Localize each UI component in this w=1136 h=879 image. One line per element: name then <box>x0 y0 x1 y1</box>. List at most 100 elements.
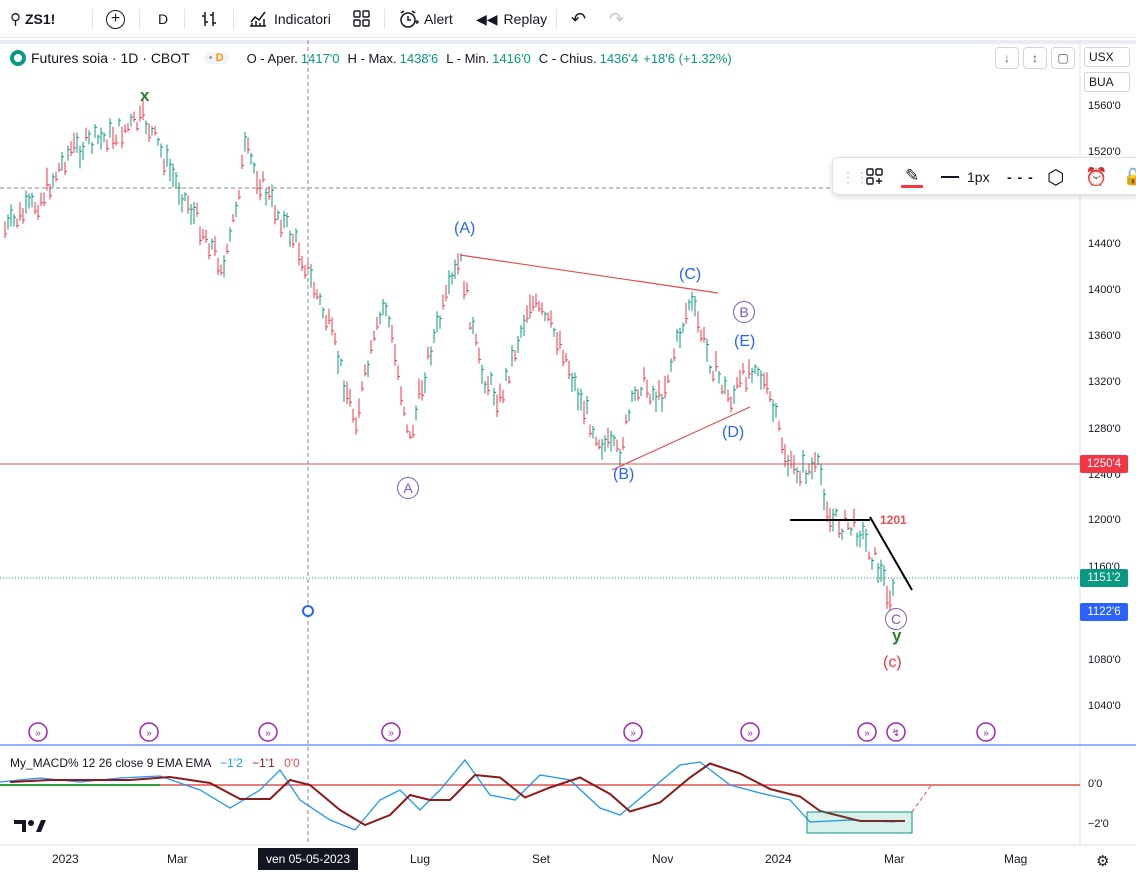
event-marker-icon: » <box>630 728 636 739</box>
indicators-icon <box>250 11 266 27</box>
symbol-search-button[interactable]: ⚲ ZS1! <box>10 0 55 38</box>
macd-title: My_MACD% 12 26 close 9 EMA EMA <box>10 756 211 770</box>
open-key: O - Aper. <box>246 50 298 66</box>
line-color-button[interactable]: ✎ <box>901 158 923 196</box>
macd-value: −1'2 <box>220 756 243 770</box>
event-marker[interactable] <box>976 722 996 742</box>
price-tick: 1080'0 <box>1088 654 1121 666</box>
event-marker[interactable] <box>139 722 159 742</box>
wave-label-y: y <box>892 626 902 645</box>
event-marker-icon: » <box>388 728 394 739</box>
redo-icon: ↷ <box>609 8 625 29</box>
maximize-button[interactable]: ▢ <box>1051 47 1075 69</box>
time-label: Lug <box>410 852 431 866</box>
event-marker-icon: » <box>747 728 753 739</box>
close-key: C - Chius. <box>538 50 597 66</box>
time-label: Mar <box>167 852 188 866</box>
unit-select[interactable]: BUA <box>1084 72 1130 92</box>
event-marker-icon: ↯ <box>892 728 900 739</box>
pencil-icon: ✎ <box>901 166 923 188</box>
indicators-button[interactable]: Indicatori <box>248 0 331 38</box>
macd-line <box>0 758 896 831</box>
line-width-button[interactable]: 1px <box>941 158 990 196</box>
triangle-lower-line <box>611 406 751 471</box>
tradingview-logo <box>14 820 46 832</box>
hexagon-settings-icon: ⬡ <box>1047 166 1065 189</box>
search-icon: ⚲ <box>10 11 21 28</box>
divider <box>139 9 140 29</box>
settings-gear-icon[interactable]: ⚙ <box>1096 853 1110 870</box>
currency-select[interactable]: USX <box>1084 47 1130 67</box>
event-marker[interactable] <box>886 722 906 742</box>
price-tick: 1520'0 <box>1088 146 1121 158</box>
macd-highlight-box <box>806 811 913 834</box>
wave-label-c: (c) <box>883 654 902 671</box>
price-tick: 1440'0 <box>1088 238 1121 250</box>
redo-button[interactable]: ↷ <box>609 0 624 38</box>
time-label: Nov <box>652 852 674 866</box>
price-tick: 1040'0 <box>1088 700 1121 712</box>
price-tick: 1200'0 <box>1088 514 1121 526</box>
templates-button[interactable] <box>865 158 885 196</box>
replay-button[interactable]: ◀◀ Replay <box>476 0 547 38</box>
drawing-toolbar: ⋮⋮ ✎ 1px - - - ⬡ ⏰ 🔓 <box>832 157 1136 195</box>
change-value: +18'6 (+1.32%) <box>643 50 732 66</box>
price-tick: 1360'0 <box>1088 330 1121 342</box>
bar-chart-icon <box>202 12 216 26</box>
divider <box>233 9 234 29</box>
collapse-icon: ↕ <box>1032 51 1038 65</box>
price-bars <box>4 100 895 611</box>
alert-add-button[interactable]: ⏰ <box>1085 158 1107 196</box>
event-marker[interactable] <box>258 722 278 742</box>
event-marker-icon: » <box>35 728 41 739</box>
macd-tick: −2'0 <box>1088 818 1109 830</box>
chart-legend: Futures soia · 1D · CBOT • D O - Aper. 1… <box>10 48 732 68</box>
macd-legend[interactable]: My_MACD% 12 26 close 9 EMA EMA −1'2 −1'1… <box>10 756 300 770</box>
interval-label: D <box>158 11 169 27</box>
line-width-label: 1px <box>967 169 990 185</box>
high-key: H - Max. <box>347 50 397 66</box>
low-value: 1416'0 <box>492 50 531 66</box>
chart-type-button[interactable] <box>200 0 220 38</box>
price-tick: 1320'0 <box>1088 376 1121 388</box>
lock-button[interactable]: 🔓 <box>1123 158 1136 196</box>
symbol-label: ZS1! <box>25 11 56 27</box>
wave-label-D: (D) <box>722 424 745 441</box>
divider <box>92 9 93 29</box>
alert-button[interactable]: Alert <box>398 0 453 38</box>
event-marker[interactable] <box>740 722 760 742</box>
drag-handle-icon[interactable]: ⋮⋮ <box>841 168 869 185</box>
layouts-button[interactable] <box>352 0 372 38</box>
legend-title[interactable]: Futures soia · 1D · CBOT <box>31 50 190 66</box>
dashed-line-icon: - - - <box>1007 169 1034 185</box>
settings-button[interactable]: ⬡ <box>1047 158 1064 196</box>
event-marker[interactable] <box>28 722 48 742</box>
event-marker-icon: » <box>864 728 870 739</box>
interval-button[interactable]: D <box>158 0 168 38</box>
indicators-label: Indicatori <box>274 11 331 27</box>
collapse-button[interactable]: ↕ <box>1023 47 1047 69</box>
compare-button[interactable]: + <box>106 0 125 38</box>
rewind-icon: ◀◀ <box>476 10 498 27</box>
time-label: 2024 <box>765 852 792 866</box>
wave-label-C-circle: C <box>885 608 907 630</box>
crosshair-anchor[interactable] <box>302 605 314 617</box>
event-marker[interactable] <box>381 722 401 742</box>
level-1201-label: 1201 <box>880 513 907 527</box>
event-marker[interactable] <box>857 722 877 742</box>
event-marker[interactable] <box>623 722 643 742</box>
undo-button[interactable]: ↶ <box>571 0 586 38</box>
price-tick: 1280'0 <box>1088 423 1121 435</box>
divider <box>184 9 185 29</box>
arrow-down-icon: ↓ <box>1004 51 1010 65</box>
price-tag-crosshair: 1122'6 <box>1080 603 1128 621</box>
macd-projection-line <box>911 783 933 813</box>
line-style-button[interactable]: - - - <box>1007 158 1034 196</box>
time-label: Set <box>532 852 551 866</box>
high-value: 1438'6 <box>399 50 439 66</box>
lock-icon: 🔓 <box>1123 169 1136 186</box>
divider <box>384 9 385 29</box>
scroll-down-button[interactable]: ↓ <box>995 47 1019 69</box>
wave-label-C: (C) <box>679 266 702 283</box>
